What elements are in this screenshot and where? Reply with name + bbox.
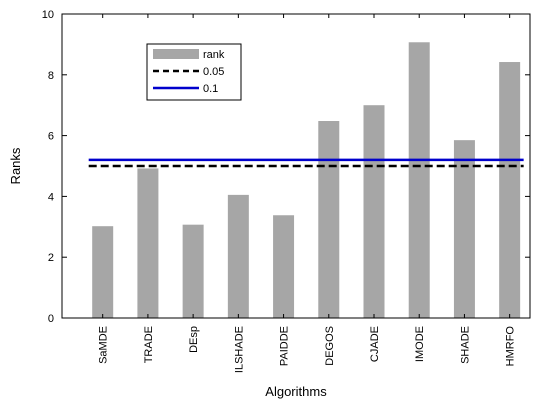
bar-imode	[408, 42, 430, 318]
legend-label-0.1: 0.1	[203, 83, 218, 95]
bar-trade	[137, 168, 159, 318]
y-tick-label: 0	[48, 313, 54, 325]
x-tick-label-cjade: CJADE	[369, 326, 381, 362]
y-axis: 0 2 4 6 8 10	[42, 9, 530, 325]
bar-paidde	[273, 215, 295, 318]
y-tick-label: 6	[48, 131, 54, 143]
x-tick-label-paidde: PAIDDE	[279, 326, 291, 366]
bar-desp	[182, 224, 204, 318]
bar-shade	[453, 140, 475, 318]
reference-lines-layer	[88, 158, 524, 168]
x-tick-label-hmrfo: HMRFO	[505, 326, 517, 367]
plot-frame	[61, 13, 531, 319]
x-tick-label-imode: IMODE	[414, 326, 426, 362]
x-tick-label-degos: DEGOS	[324, 326, 336, 366]
x-axis-title: Algorithms	[265, 384, 327, 399]
x-axis: SaMDE TRADE DEsp ILSHADE PAIDDE DEGOS CJADE IMO…	[98, 14, 517, 373]
legend-label-0.05: 0.05	[203, 66, 224, 78]
bar-degos	[318, 121, 340, 319]
x-tick-label-desp: DEsp	[188, 326, 200, 353]
y-tick-label: 2	[48, 252, 54, 264]
bar-hmrfo	[499, 62, 521, 319]
y-tick-label: 10	[42, 9, 54, 21]
y-tick-label: 4	[48, 191, 54, 203]
bars-layer	[92, 42, 521, 319]
x-tick-label-ilshade: ILSHADE	[233, 326, 245, 373]
bar-cjade	[363, 105, 385, 318]
bar-ilshade	[227, 194, 249, 318]
bar-samde	[92, 226, 114, 318]
x-tick-label-shade: SHADE	[459, 326, 471, 364]
legend-label-rank: rank	[203, 49, 225, 61]
legend: rank 0.05 0.1	[146, 43, 242, 101]
y-tick-label: 8	[48, 70, 54, 82]
y-axis-title: Ranks	[8, 147, 23, 184]
x-tick-label-samde: SaMDE	[98, 326, 110, 364]
x-tick-label-trade: TRADE	[143, 326, 155, 363]
